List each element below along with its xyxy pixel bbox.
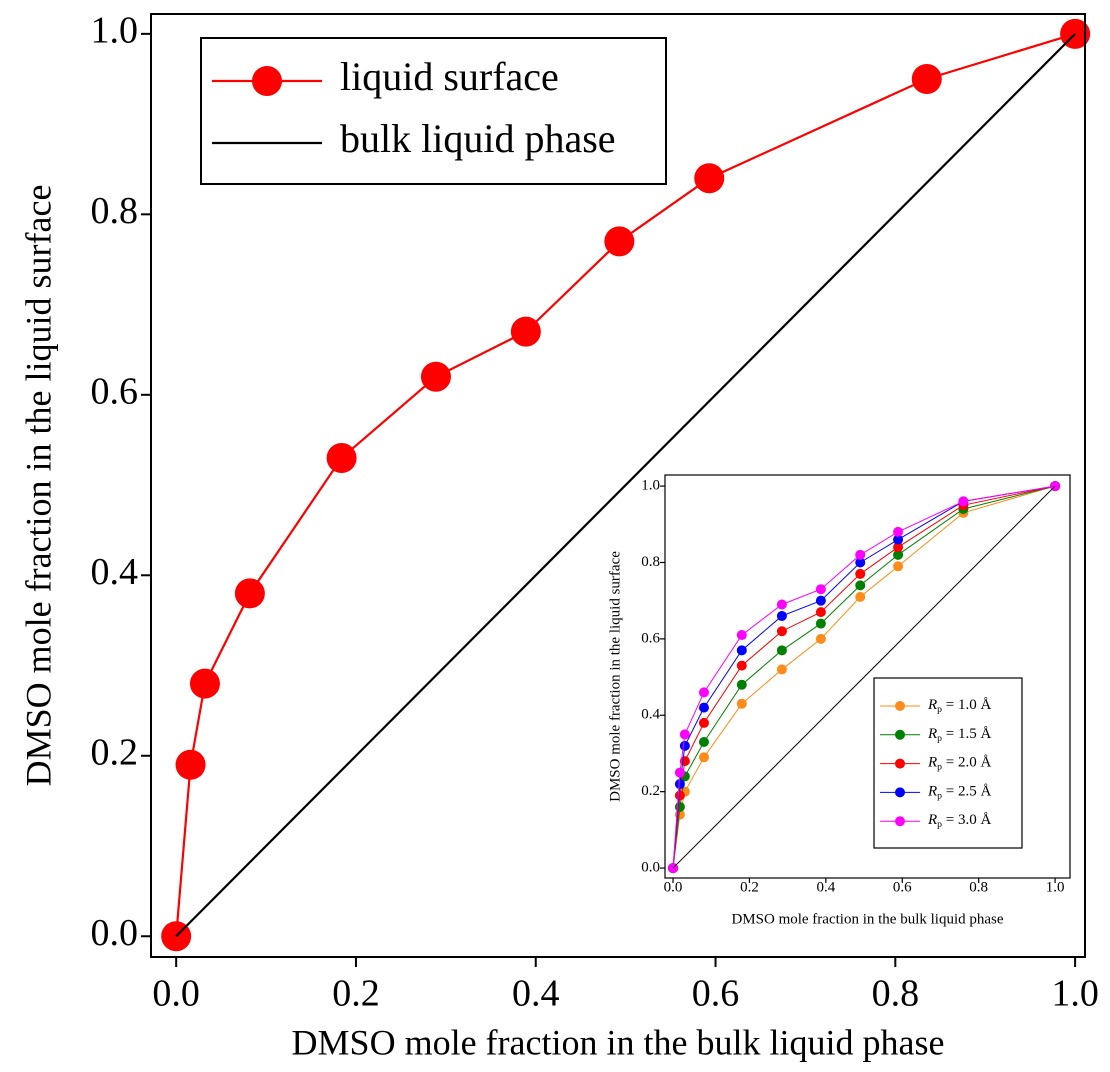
- x-tick-label: 0.8: [872, 973, 920, 1015]
- data-point: [736, 698, 747, 709]
- y-axis-label: DMSO mole fraction in the liquid surface: [18, 185, 58, 787]
- data-point: [893, 542, 904, 553]
- x-tick-label: 0.6: [692, 973, 740, 1015]
- data-line: [175, 33, 1076, 938]
- x-tick-label: 1.0: [1046, 879, 1065, 895]
- data-point: [815, 584, 826, 595]
- data-point: [674, 790, 685, 801]
- data-point: [893, 549, 904, 560]
- data-point: [604, 226, 635, 257]
- y-tick-label: 0.0: [641, 860, 660, 876]
- data-point: [175, 749, 206, 780]
- legend-marker: [895, 701, 905, 711]
- data-point: [855, 557, 866, 568]
- y-tick-label: 0.6: [641, 630, 660, 646]
- data-point: [911, 63, 942, 94]
- y-tick-label: 0.4: [91, 551, 139, 593]
- data-point: [736, 679, 747, 690]
- data-point: [776, 610, 787, 621]
- legend-label: bulk liquid phase: [340, 116, 616, 161]
- x-tick-label: 0.4: [816, 879, 835, 895]
- x-tick-label: 0.8: [969, 879, 988, 895]
- x-tick-label: 0.2: [740, 879, 759, 895]
- y-tick-label: 1.0: [641, 478, 660, 494]
- data-point: [189, 668, 220, 699]
- data-point: [776, 645, 787, 656]
- y-tick-label: 0.8: [91, 190, 139, 232]
- y-tick-label: 0.6: [91, 371, 139, 413]
- legend-marker: [895, 787, 905, 798]
- y-tick-label: 0.4: [641, 707, 660, 723]
- data-point: [698, 702, 709, 713]
- x-tick-label: 0.4: [512, 973, 560, 1015]
- data-point: [736, 645, 747, 656]
- legend-marker: [895, 758, 905, 769]
- data-point: [958, 496, 969, 507]
- x-tick-label: 1.0: [1051, 973, 1099, 1015]
- data-point: [893, 561, 904, 572]
- x-tick-label: 0.6: [893, 879, 912, 895]
- legend-marker: [895, 816, 905, 827]
- y-tick-label: 0.8: [641, 554, 660, 570]
- data-point: [736, 660, 747, 671]
- y-tick-label: 1.0: [91, 10, 139, 52]
- legend-label: Rp = 3.0 Å: [927, 813, 992, 831]
- data-point: [679, 740, 690, 751]
- data-point: [855, 580, 866, 591]
- plot-frame: [664, 474, 1071, 879]
- legend-box: [200, 37, 667, 185]
- data-point: [893, 526, 904, 537]
- data-point: [815, 618, 826, 629]
- data-point: [815, 595, 826, 606]
- data-point: [234, 578, 265, 609]
- legend-label: Rp = 2.0 Å: [927, 755, 992, 773]
- data-point: [815, 633, 826, 644]
- data-line: [672, 485, 1056, 869]
- legend-marker: [252, 66, 282, 96]
- data-point: [776, 626, 787, 637]
- data-point: [698, 717, 709, 728]
- legend-label: Rp = 1.5 Å: [927, 726, 992, 744]
- data-point: [326, 442, 357, 473]
- data-point: [893, 534, 904, 545]
- data-point: [776, 664, 787, 675]
- x-axis-label: DMSO mole fraction in the bulk liquid ph…: [731, 911, 1003, 927]
- y-tick-label: 0.2: [91, 731, 139, 773]
- x-tick-label: 0.2: [332, 973, 380, 1015]
- legend-label: liquid surface: [340, 54, 559, 99]
- data-point: [855, 549, 866, 560]
- data-point: [510, 316, 541, 347]
- y-tick-label: 0.0: [91, 912, 139, 954]
- y-axis-label: DMSO mole fraction in the liquid surface: [607, 551, 623, 802]
- data-point: [698, 737, 709, 748]
- data-point: [674, 801, 685, 812]
- x-tick-label: 0.0: [664, 879, 683, 895]
- x-axis-label: DMSO mole fraction in the bulk liquid ph…: [292, 1022, 945, 1062]
- data-point: [698, 687, 709, 698]
- data-point: [815, 607, 826, 618]
- legend-marker: [895, 729, 905, 740]
- data-point: [674, 767, 685, 778]
- data-point: [674, 779, 685, 790]
- y-tick-label: 0.2: [641, 783, 660, 799]
- data-point: [694, 163, 725, 194]
- data-point: [679, 729, 690, 740]
- legend-label: Rp = 1.0 Å: [927, 697, 992, 715]
- data-point: [855, 568, 866, 579]
- data-point: [420, 361, 451, 392]
- x-tick-label: 0.0: [152, 973, 200, 1015]
- data-point: [855, 591, 866, 602]
- data-point: [776, 599, 787, 610]
- data-point: [736, 630, 747, 641]
- data-point: [698, 752, 709, 763]
- legend-label: Rp = 2.5 Å: [927, 784, 992, 802]
- plot-frame: [150, 13, 1086, 958]
